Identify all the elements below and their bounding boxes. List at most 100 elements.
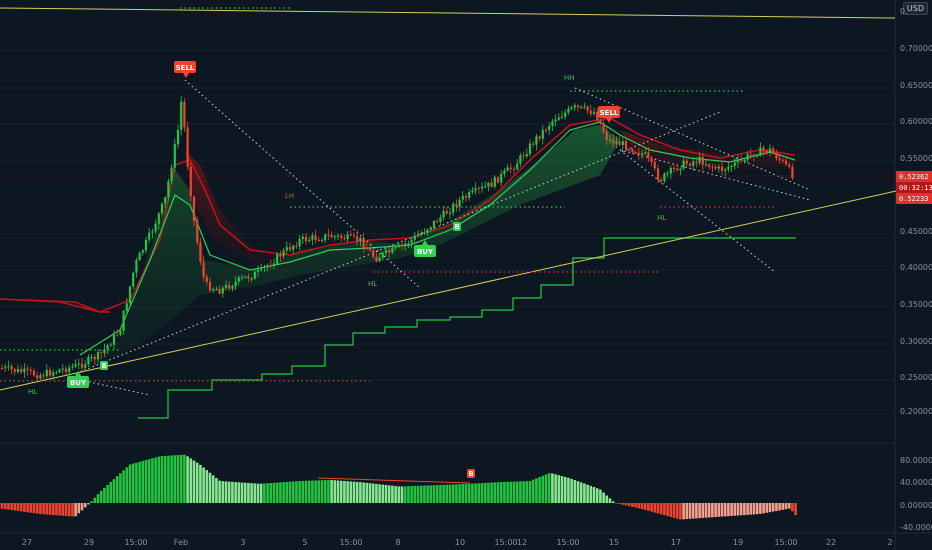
histogram-bar	[288, 481, 292, 503]
candle-body	[612, 139, 615, 144]
candle-body	[525, 153, 528, 157]
histogram-bar	[10, 503, 13, 511]
histogram-bar	[602, 492, 605, 503]
histogram-bar	[135, 462, 138, 503]
sell-signal-2[interactable]: SELL	[598, 106, 620, 123]
buy-signal-2[interactable]: BUY	[414, 240, 436, 257]
candle-body	[224, 284, 228, 288]
candle-body	[615, 141, 618, 144]
histogram-bar	[67, 503, 71, 517]
histogram-bar	[144, 460, 148, 503]
candle-body	[349, 234, 352, 236]
histogram-bar	[653, 503, 657, 513]
price-tick: 0.	[900, 7, 908, 16]
histogram-bar	[256, 483, 260, 503]
histogram-bar	[90, 501, 93, 503]
candle-body	[733, 162, 736, 166]
candle-body	[247, 276, 250, 279]
candle-body	[736, 159, 740, 163]
candle-body	[45, 369, 48, 377]
candle-body	[32, 370, 36, 376]
histogram-bar	[515, 481, 519, 503]
candle-body	[506, 167, 509, 171]
candle-body	[301, 236, 304, 239]
candle-body	[759, 147, 762, 156]
candle-body	[208, 282, 212, 291]
osc-tick: 0.00000	[900, 501, 932, 510]
histogram-bar	[343, 480, 346, 503]
candle-body	[122, 311, 125, 331]
histogram-bar	[503, 481, 506, 503]
histogram-bar	[42, 503, 45, 515]
histogram-bar	[531, 479, 535, 503]
sell-signal-1-label: SELL	[176, 64, 195, 72]
histogram-bar	[499, 482, 503, 503]
histogram-bar	[122, 470, 125, 503]
candle-body	[666, 173, 669, 175]
candle-body	[148, 232, 151, 240]
candle-body	[279, 254, 282, 257]
currency-badge[interactable]: USD	[902, 2, 928, 15]
candle-body	[458, 199, 461, 207]
candle-body	[477, 188, 480, 190]
candle-body	[285, 247, 288, 251]
candle-body	[128, 286, 132, 304]
candle-body	[125, 303, 128, 312]
candle-body	[416, 235, 420, 237]
candle-body	[327, 234, 330, 236]
histogram-bar	[154, 457, 157, 503]
candle-body	[298, 238, 301, 247]
histogram-bar	[410, 486, 413, 503]
b-marker-1[interactable]: B	[100, 361, 108, 370]
candle-body	[647, 152, 650, 158]
candle-body	[464, 195, 468, 198]
histogram-bar	[259, 483, 263, 503]
sell-signal-1[interactable]: SELL	[174, 61, 196, 78]
histogram-bar	[525, 481, 529, 503]
candle-body	[196, 220, 199, 243]
candle-body	[93, 356, 96, 360]
histogram-bar	[253, 483, 257, 503]
candle-body	[596, 111, 599, 121]
candle-body	[679, 168, 682, 171]
oscillator-b-marker[interactable]: B	[467, 469, 475, 478]
b-marker-2[interactable]: B	[453, 222, 461, 231]
candle-body	[314, 235, 317, 240]
candle-body	[778, 158, 781, 160]
candle-body	[55, 372, 58, 374]
support-tag: 0.52233	[896, 193, 932, 204]
candle-body	[564, 112, 567, 117]
histogram-bar	[224, 481, 228, 503]
price-tick: 0.20000	[900, 407, 932, 416]
histogram-bar	[423, 485, 426, 503]
candle-body	[634, 152, 637, 154]
sell-signal-2-label: SELL	[600, 109, 619, 117]
histogram-bar	[189, 458, 193, 503]
histogram-bar	[195, 462, 199, 503]
oscillator-axis[interactable]: 80.00000 40.00000 0.00000 -40.00000	[900, 456, 932, 532]
candle-body	[288, 247, 292, 250]
histogram-bar	[544, 474, 548, 503]
price-axis[interactable]: 0. 0.70000 0.65000 0.60000 0.55000 0.450…	[900, 7, 932, 416]
candle-body	[228, 284, 231, 289]
histogram-bar	[400, 486, 404, 503]
candle-body	[445, 210, 448, 214]
time-tick: 27	[22, 538, 32, 547]
histogram-bar	[7, 503, 10, 510]
histogram-bar	[199, 464, 202, 503]
time-axis[interactable]: 27 29 15:00 Feb 3 5 15:00 8 10 15:00 12 …	[22, 538, 893, 547]
histogram-bar	[419, 485, 423, 503]
histogram-bar	[375, 483, 378, 503]
buy-signal-1[interactable]: BUY	[67, 371, 89, 388]
candle-body	[269, 265, 272, 267]
histogram-bar	[231, 481, 234, 503]
candle-body	[378, 257, 381, 262]
candle-body	[141, 250, 144, 253]
candle-body	[189, 166, 192, 197]
histogram-bar	[458, 484, 461, 503]
histogram-bar	[595, 488, 599, 503]
histogram-bar	[647, 503, 650, 511]
histogram-bar	[659, 503, 663, 515]
